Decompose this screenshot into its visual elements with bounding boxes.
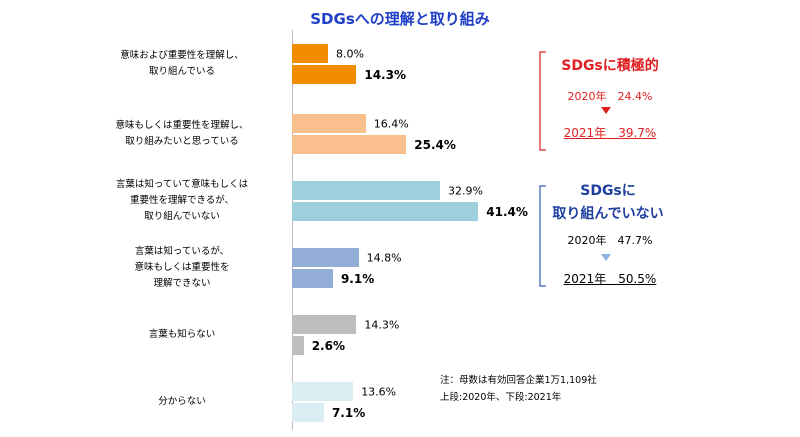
bar — [292, 135, 407, 154]
bar — [292, 44, 328, 63]
chart-title: SDGsへの理解と取り組み — [310, 10, 490, 28]
axis-line — [292, 30, 293, 430]
value-label: 41.4% — [486, 204, 528, 219]
annotation: SDGsに 取り組んでいない — [552, 183, 664, 222]
value-label: 9.1% — [340, 271, 375, 286]
value-label: 14.3% — [364, 67, 406, 82]
value-label: 8.0% — [336, 47, 364, 60]
bar — [292, 382, 354, 401]
bar — [292, 65, 357, 84]
value-label: 32.9% — [448, 184, 483, 197]
annotation: SDGsに積極的 — [561, 58, 659, 74]
value-label: 7.1% — [331, 405, 366, 420]
bar — [292, 114, 366, 133]
bar — [292, 248, 359, 267]
category-label: 言葉は知っているが、 意味もしくは重要性を 理解できない — [134, 246, 230, 289]
value-label: 16.4% — [373, 117, 409, 130]
note: 注：母数は有効回答企業1万1,109社 上段:2020年、下段:2021年 — [440, 375, 597, 403]
value-label: 14.8% — [366, 251, 402, 264]
bar — [292, 269, 333, 288]
bar — [292, 202, 479, 221]
category-label: 分からない — [158, 396, 206, 407]
value-label: 13.6% — [361, 385, 397, 398]
annotation: 2020年 24.4% — [567, 90, 653, 103]
value-label: 25.4% — [414, 137, 456, 152]
value-label: 14.3% — [364, 318, 400, 331]
bar — [292, 181, 441, 200]
category-label: 言葉は知っていて意味もしくは 重要性を理解できるが、 取り組んでいない — [115, 179, 249, 222]
bar — [292, 336, 304, 355]
category-label: 意味および重要性を理解し、 取り組んでいる — [120, 50, 244, 77]
bar — [292, 315, 357, 334]
category-label: 言葉も知らない — [148, 329, 216, 340]
bar — [292, 403, 324, 422]
annotation: 2021年 39.7% — [563, 126, 657, 140]
annotation: 2020年 47.7% — [567, 234, 653, 247]
annotation: 2021年 50.5% — [563, 272, 657, 286]
category-label: 意味もしくは重要性を理解し、 取り組みたいと思っている — [115, 120, 249, 147]
value-label: 2.6% — [311, 338, 345, 353]
